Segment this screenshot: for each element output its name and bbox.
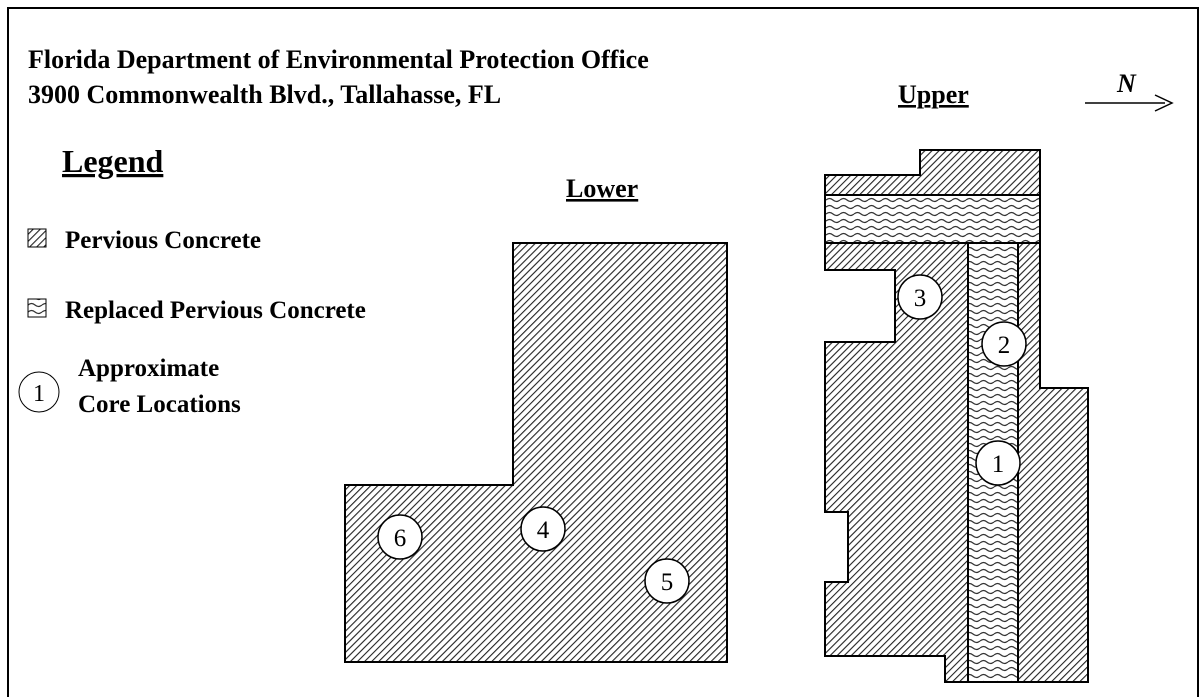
legend-core-number: 1 — [33, 381, 45, 407]
legend-swatch — [27, 228, 47, 248]
section-label: Lower — [566, 174, 638, 203]
legend-item: Replaced Pervious Concrete — [65, 297, 366, 324]
legend-item: Pervious Concrete — [65, 227, 261, 254]
core-number: 1 — [992, 451, 1005, 478]
section-label: Upper — [898, 80, 969, 109]
header-line: 3900 Commonwealth Blvd., Tallahasse, FL — [28, 80, 501, 109]
core-location — [377, 514, 423, 560]
legend-core-symbol — [18, 371, 60, 413]
north-label: N — [1116, 69, 1137, 98]
legend-swatch — [27, 298, 47, 318]
core-location — [981, 321, 1027, 367]
legend-item: Core Locations — [78, 391, 241, 418]
frame — [7, 7, 1199, 697]
legend-item: Approximate — [78, 355, 219, 382]
core-number: 2 — [998, 332, 1011, 359]
core-number: 5 — [661, 569, 674, 596]
core-number: 3 — [914, 285, 927, 312]
core-location — [897, 274, 943, 320]
core-number: 4 — [537, 517, 550, 544]
core-number: 6 — [394, 525, 407, 552]
header-line: Florida Department of Environmental Prot… — [28, 45, 649, 74]
upper-slab — [824, 149, 1089, 683]
north-arrow — [1085, 94, 1174, 112]
core-location — [520, 506, 566, 552]
legend-title: Legend — [62, 143, 164, 179]
lower-slab — [344, 242, 728, 663]
core-location — [644, 558, 690, 604]
core-location — [975, 440, 1021, 486]
